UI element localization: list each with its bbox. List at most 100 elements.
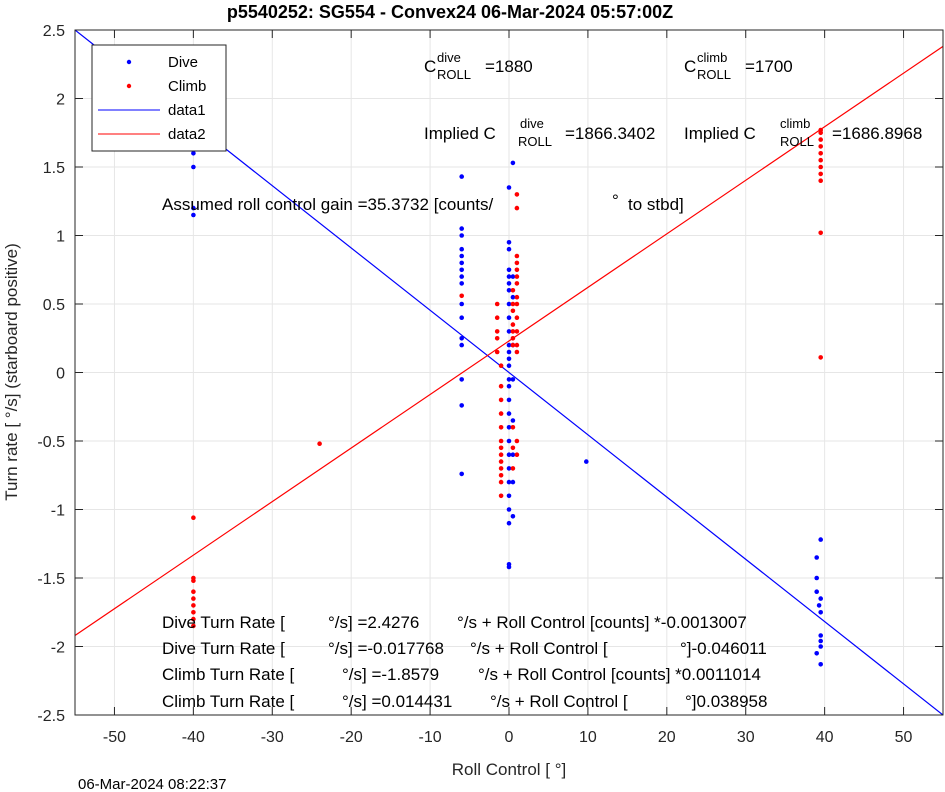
point-dive [506, 425, 512, 430]
point-climb [818, 137, 823, 142]
point-climb [494, 349, 500, 355]
point-climb [191, 610, 196, 615]
point-dive [459, 471, 465, 477]
point-dive [506, 452, 512, 458]
point-dive [506, 267, 512, 273]
legend-label-dive: Dive [168, 54, 198, 71]
point-dive [814, 575, 819, 581]
svg-text:Dive Turn Rate [: Dive Turn Rate [ [162, 613, 285, 632]
point-dive [459, 281, 465, 286]
x-tick-label: -50 [103, 729, 126, 746]
y-tick-label: -1 [51, 503, 65, 520]
svg-text:=1880: =1880 [485, 57, 533, 76]
point-dive [506, 329, 512, 334]
legend: Dive Climb data1 data2 [91, 44, 227, 152]
point-climb [191, 603, 196, 608]
point-dive [506, 564, 512, 570]
svg-text:C: C [684, 57, 696, 76]
point-dive [510, 274, 516, 279]
point-climb [514, 253, 520, 259]
point-climb [191, 616, 196, 622]
point-climb [514, 342, 520, 348]
point-dive [584, 459, 589, 464]
point-dive [506, 438, 512, 444]
point-dive [510, 452, 516, 458]
legend-label-data1: data1 [168, 102, 206, 119]
x-tick-label: 30 [737, 729, 755, 746]
svg-text:to stbd]: to stbd] [628, 195, 684, 214]
point-dive [459, 246, 465, 252]
point-climb [191, 515, 196, 520]
point-dive [510, 514, 516, 519]
svg-text:°/s] =0.014431: °/s] =0.014431 [342, 692, 452, 711]
svg-text:°/s] =-0.017768: °/s] =-0.017768 [328, 639, 444, 658]
point-dive [506, 274, 512, 279]
svg-text:dive: dive [437, 50, 461, 65]
x-tick-label: 40 [816, 729, 834, 746]
point-dive [818, 633, 823, 638]
point-dive [506, 363, 512, 369]
point-climb [191, 589, 196, 594]
point-climb [494, 301, 500, 307]
point-dive [506, 356, 512, 362]
point-dive [818, 644, 823, 649]
point-climb [818, 355, 823, 360]
x-tick-label: -40 [182, 729, 205, 746]
point-dive [818, 537, 823, 542]
svg-text:climb: climb [780, 116, 810, 131]
point-climb [498, 438, 504, 444]
point-climb [510, 336, 516, 341]
point-climb [818, 130, 823, 136]
point-climb [459, 293, 465, 299]
y-tick-label: -1.5 [37, 571, 65, 588]
point-climb [514, 315, 520, 321]
point-climb [498, 493, 504, 499]
point-climb [818, 157, 823, 163]
point-climb [498, 466, 504, 471]
point-climb [510, 445, 516, 451]
svg-text:°/s + Roll Control [: °/s + Roll Control [ [490, 692, 628, 711]
point-dive [459, 233, 465, 238]
point-climb [494, 336, 500, 341]
point-climb [317, 441, 322, 447]
y-tick-label: 0 [56, 366, 65, 383]
svg-text:°/s + Roll Control [counts] *0: °/s + Roll Control [counts] *0.0011014 [478, 665, 761, 684]
y-tick-label: 2.5 [43, 23, 65, 40]
point-dive [510, 479, 516, 485]
svg-text:Implied C: Implied C [684, 124, 756, 143]
svg-text:°: ° [612, 191, 619, 210]
point-dive [459, 274, 465, 279]
point-dive [818, 610, 823, 615]
legend-marker-climb [126, 83, 132, 89]
point-dive [459, 336, 465, 341]
point-climb [510, 322, 516, 327]
legend-label-data2: data2 [168, 126, 206, 143]
annotation-implied-climb: Implied C climb ROLL =1686.8968 [684, 116, 922, 149]
svg-text:°]0.038958: °]0.038958 [685, 692, 767, 711]
point-climb [510, 288, 516, 293]
svg-text:C: C [424, 57, 436, 76]
point-climb [510, 342, 516, 348]
y-axis-ticks: -2.5 -2 -1.5 -1 -0.5 0 0.5 1 1.5 2 2.5 [37, 23, 943, 725]
point-dive [191, 151, 196, 156]
svg-text:ROLL: ROLL [518, 134, 552, 149]
annotation-c-climb: C climb ROLL =1700 [684, 50, 793, 82]
x-tick-label: 10 [579, 729, 597, 746]
y-tick-label: 2 [56, 92, 65, 109]
svg-text:°/s] =2.4276: °/s] =2.4276 [328, 613, 419, 632]
point-dive [506, 466, 512, 471]
x-tick-label: 20 [658, 729, 676, 746]
point-climb [498, 411, 504, 416]
annotation-fit-4: Climb Turn Rate [ °/s] =0.014431 °/s + R… [162, 692, 767, 711]
point-climb [818, 230, 823, 236]
point-dive [506, 349, 512, 355]
point-dive [191, 212, 196, 218]
x-axis-label: Roll Control [ °] [452, 760, 567, 779]
svg-text:=1700: =1700 [745, 57, 793, 76]
point-climb [498, 473, 504, 478]
point-dive [506, 520, 512, 526]
point-climb [510, 425, 516, 430]
legend-box [91, 44, 227, 152]
point-climb [498, 425, 504, 430]
point-climb [514, 452, 520, 458]
